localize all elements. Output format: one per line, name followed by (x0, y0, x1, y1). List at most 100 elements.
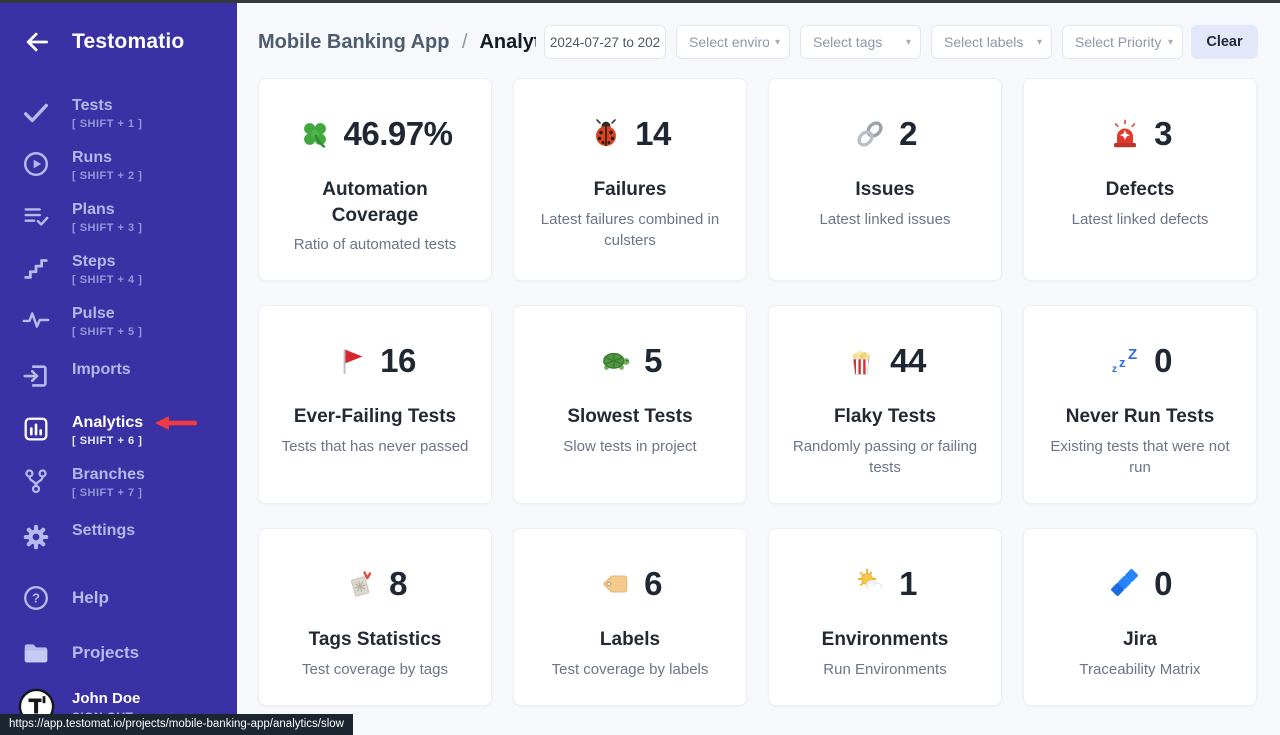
sidebar-nav: Tests [ SHIFT + 1 ] Runs [ SHIFT + 2 ] P… (0, 87, 237, 565)
card-subtitle: Tests that has never passed (281, 437, 469, 455)
sidebar-item-steps[interactable]: Steps [ SHIFT + 4 ] (0, 243, 237, 295)
sidebar-item-label: Imports (72, 361, 131, 378)
tags-select[interactable]: Select tags ▾ (800, 25, 921, 59)
brand-title: Testomatio (72, 30, 185, 53)
card-subtitle: Slow tests in project (563, 437, 697, 455)
card-labels[interactable]: 6 Labels Test coverage by labels (513, 528, 747, 706)
card-title: Tags Statistics (308, 629, 442, 651)
labels-select[interactable]: Select labels ▾ (931, 25, 1052, 59)
card-subtitle: Test coverage by tags (302, 660, 448, 678)
steps-icon (0, 252, 72, 283)
card-title: Ever-Failing Tests (293, 406, 457, 428)
sidebar-item-branches[interactable]: Branches [ SHIFT + 7 ] (0, 456, 237, 508)
card-defects[interactable]: 3 Defects Latest linked defects (1023, 78, 1257, 282)
sidebar-item-shortcut: [ SHIFT + 6 ] (72, 435, 143, 447)
breadcrumb-separator: / (462, 30, 468, 53)
siren-icon (1108, 117, 1142, 151)
card-value: 2 (899, 115, 917, 152)
breadcrumb-project-link[interactable]: Mobile Banking App (258, 30, 450, 53)
sidebar-item-label: Steps (72, 253, 116, 270)
card-slowest-tests[interactable]: 5 Slowest Tests Slow tests in project (513, 305, 747, 505)
red-flag-icon (334, 344, 368, 378)
card-value: 6 (644, 565, 662, 603)
popcorn-icon (844, 344, 878, 378)
svg-text:z: z (1112, 364, 1117, 375)
clover-icon (298, 117, 332, 151)
card-subtitle: Latest linked issues (819, 210, 951, 228)
date-range-input[interactable]: 2024-07-27 to 202 (544, 25, 666, 59)
sidebar-item-label: Tests (72, 97, 113, 114)
sun-cloud-icon (853, 567, 887, 601)
card-automation-coverage[interactable]: 46.97% Automation Coverage Ratio of auto… (258, 78, 492, 282)
sidebar-item-pulse[interactable]: Pulse [ SHIFT + 5 ] (0, 295, 237, 347)
sidebar-item-shortcut: [ SHIFT + 4 ] (72, 274, 143, 286)
card-subtitle: Latest failures combined in culsters (540, 210, 720, 250)
card-value: 0 (1154, 342, 1172, 380)
sidebar-item-shortcut: [ SHIFT + 3 ] (72, 222, 143, 234)
sidebar-item-imports[interactable]: Imports (0, 347, 237, 404)
priority-select-placeholder: Select Priority (1075, 34, 1162, 50)
card-value: 46.97% (343, 115, 453, 152)
card-value: 16 (380, 342, 416, 380)
card-value: 1 (899, 565, 917, 603)
sidebar-item-help[interactable]: ? Help (0, 570, 237, 625)
sidebar-item-label: Plans (72, 201, 115, 218)
card-failures[interactable]: 14 Failures Latest failures combined in … (513, 78, 747, 282)
svg-text:z: z (1119, 355, 1126, 370)
card-value: 5 (644, 342, 662, 380)
card-environments[interactable]: 1 Environments Run Environments (768, 528, 1002, 706)
card-value: 8 (389, 565, 407, 603)
environments-select[interactable]: Select environments ▾ (676, 25, 790, 59)
list-check-icon (0, 200, 72, 231)
link-icon (853, 117, 887, 151)
chevron-down-icon: ▾ (774, 36, 780, 48)
sidebar-item-analytics[interactable]: Analytics [ SHIFT + 6 ] (0, 404, 237, 456)
card-title: Automation Coverage (322, 179, 428, 226)
card-ever-failing-tests[interactable]: 16 Ever-Failing Tests Tests that has nev… (258, 305, 492, 505)
sidebar-item-settings[interactable]: Settings (0, 508, 237, 565)
window-top-edge (0, 0, 1280, 3)
sidebar-item-plans[interactable]: Plans [ SHIFT + 3 ] (0, 191, 237, 243)
card-subtitle: Test coverage by labels (551, 660, 709, 678)
help-icon: ? (0, 582, 72, 613)
clear-filters-button[interactable]: Clear (1191, 25, 1258, 59)
priority-select[interactable]: Select Priority ▾ (1062, 25, 1183, 59)
environments-select-placeholder: Select environments (689, 34, 769, 50)
card-jira[interactable]: 0 Jira Traceability Matrix (1023, 528, 1257, 706)
sidebar-item-projects[interactable]: Projects (0, 625, 237, 680)
sidebar-item-runs[interactable]: Runs [ SHIFT + 2 ] (0, 139, 237, 191)
card-title: Slowest Tests (567, 406, 693, 428)
sidebar-item-label: Pulse (72, 305, 115, 322)
card-flaky-tests[interactable]: 44 Flaky Tests Randomly passing or faili… (768, 305, 1002, 505)
folder-icon (0, 637, 72, 668)
page-header: Mobile Banking App / Analytics 2024-07-2… (237, 0, 1280, 59)
red-annotation-arrow (153, 415, 199, 431)
git-branch-icon (0, 465, 72, 496)
status-url-text: https://app.testomat.io/projects/mobile-… (9, 718, 344, 730)
card-subtitle: Run Environments (823, 660, 947, 678)
jira-icon (1108, 567, 1142, 601)
label-tag-icon (598, 567, 632, 601)
sidebar-item-label: Runs (72, 149, 112, 166)
card-title: Environments (821, 629, 949, 651)
sidebar-item-shortcut: [ SHIFT + 1 ] (72, 118, 143, 130)
svg-text:?: ? (32, 591, 40, 606)
card-title: Never Run Tests (1065, 406, 1215, 428)
sidebar-item-label: Settings (72, 522, 136, 539)
card-title: Defects (1105, 179, 1175, 200)
sidebar-item-shortcut: [ SHIFT + 7 ] (72, 487, 143, 499)
card-value: 44 (890, 342, 926, 380)
card-subtitle: Existing tests that were not run (1050, 437, 1230, 477)
card-value: 3 (1154, 115, 1172, 152)
card-title: Flaky Tests (833, 406, 937, 428)
card-subtitle: Ratio of automated tests (293, 236, 457, 254)
sidebar-item-tests[interactable]: Tests [ SHIFT + 1 ] (0, 87, 237, 139)
help-label: Help (72, 587, 109, 607)
breadcrumb: Mobile Banking App / Analytics (258, 31, 536, 54)
card-issues[interactable]: 2 Issues Latest linked issues (768, 78, 1002, 282)
back-arrow-icon[interactable] (22, 27, 52, 57)
card-tags-statistics[interactable]: 8 Tags Statistics Test coverage by tags (258, 528, 492, 706)
card-title: Failures (593, 179, 667, 200)
tags-select-placeholder: Select tags (813, 34, 883, 50)
